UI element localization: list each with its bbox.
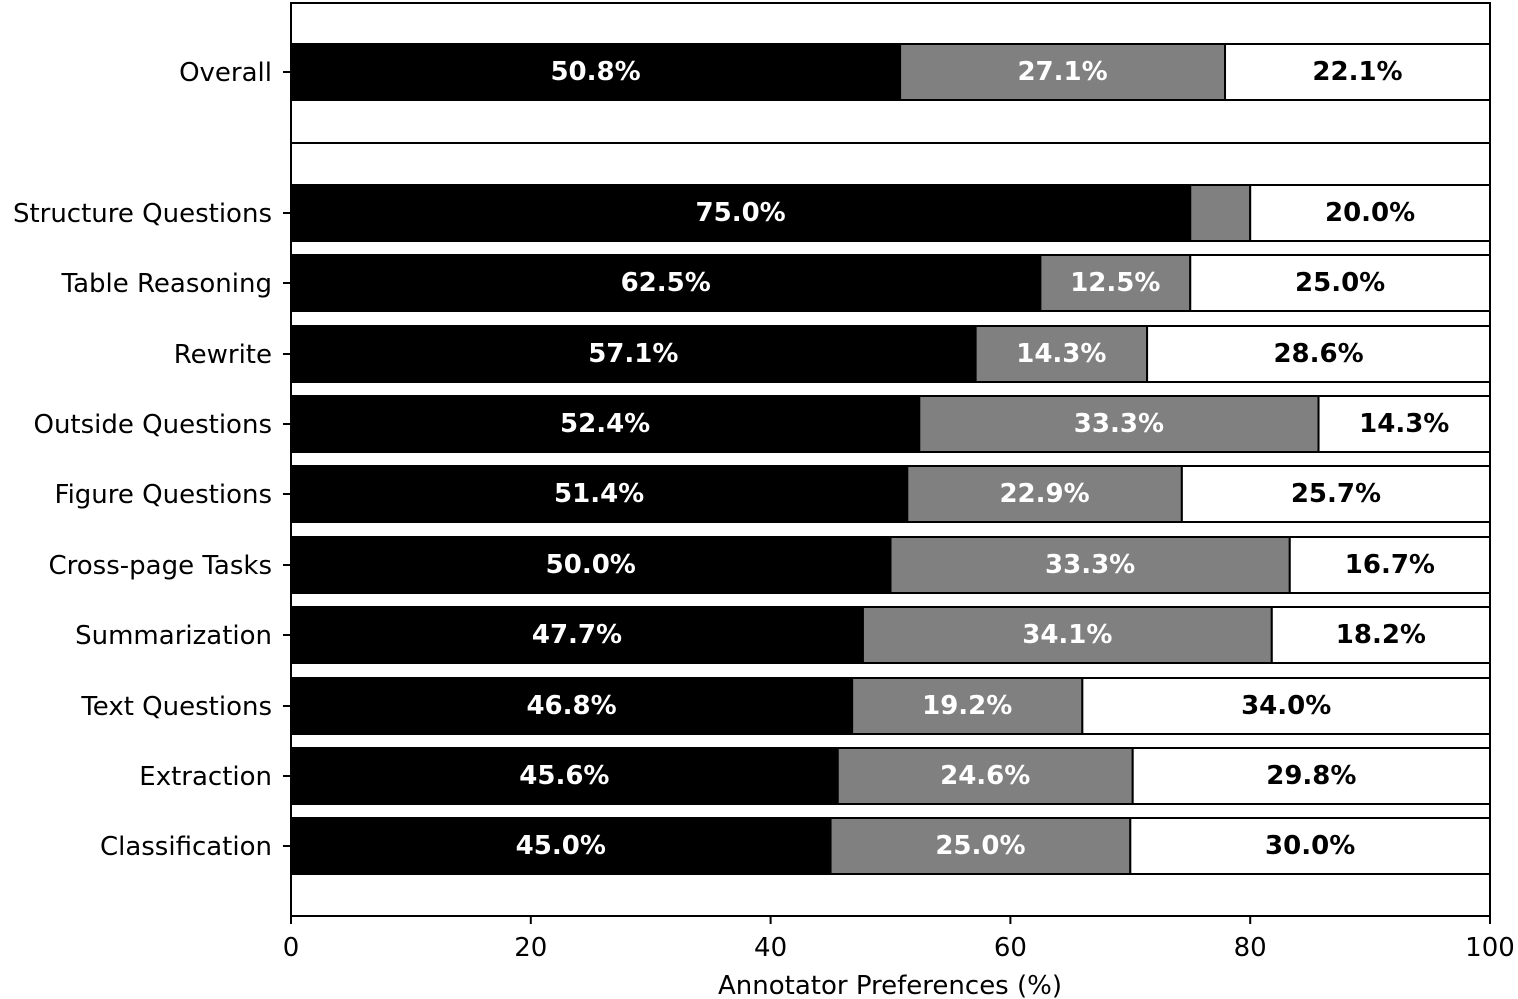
x-tick-label: 60	[994, 933, 1027, 963]
bar-segment	[1270, 606, 1491, 664]
bar-value-label: 50.0%	[546, 550, 636, 580]
plot-frame	[290, 2, 1491, 917]
bar-value-label: 22.9%	[999, 479, 1089, 509]
category-label: Structure Questions	[13, 199, 272, 229]
bar-segment	[290, 43, 902, 101]
bar-value-label: 45.0%	[516, 831, 606, 861]
bar-segment	[1288, 536, 1491, 594]
bar-value-label: 47.7%	[532, 620, 622, 650]
bar-segment	[974, 325, 1149, 383]
bar-segment	[1180, 465, 1492, 523]
bar-value-label: 45.6%	[519, 761, 609, 791]
category-label: Summarization	[75, 621, 272, 651]
x-axis-title: Annotator Preferences (%)	[718, 971, 1062, 999]
category-label: Figure Questions	[55, 480, 272, 510]
bar-value-label: 22.1%	[1312, 57, 1402, 87]
bar-value-label: 14.3%	[1016, 339, 1106, 369]
category-label: Overall	[179, 58, 272, 88]
x-tick-label: 20	[514, 933, 547, 963]
bar-segment	[1189, 254, 1491, 312]
category-label: Cross-page Tasks	[48, 551, 272, 581]
bar-segment	[290, 606, 864, 664]
bar-value-label: 25.7%	[1291, 479, 1381, 509]
bar-labels-layer: 50.8% 27.1% 22.1% 75.0% 20.0% 62.5% 12.5% 25.0%…	[516, 57, 1450, 861]
bar-value-label: 14.3%	[1359, 409, 1449, 439]
x-tick-label: 40	[754, 933, 787, 963]
category-label: Text Questions	[80, 692, 272, 722]
category-label: Table Reasoning	[61, 269, 272, 299]
bar-value-label: 27.1%	[1017, 57, 1107, 87]
bars-layer	[290, 43, 1492, 875]
bar-segment	[861, 606, 1273, 664]
bar-segment	[290, 395, 921, 453]
bar-segment	[899, 43, 1227, 101]
x-tick-label: 80	[1234, 933, 1267, 963]
bar-value-label: 25.0%	[935, 831, 1025, 861]
bar-value-label: 46.8%	[526, 691, 616, 721]
bar-segment	[1224, 43, 1491, 101]
category-label: Rewrite	[174, 340, 272, 370]
bar-segment	[918, 395, 1320, 453]
bar-value-label: 16.7%	[1345, 550, 1435, 580]
bar-value-label: 50.8%	[550, 57, 640, 87]
bar-value-label: 12.5%	[1070, 268, 1160, 298]
bar-segment	[1317, 395, 1491, 453]
category-label: Classification	[100, 832, 272, 862]
bar-segment	[836, 747, 1134, 805]
category-label: Extraction	[139, 762, 272, 792]
bar-value-label: 29.8%	[1266, 761, 1356, 791]
x-tick-label: 0	[283, 933, 300, 963]
x-tick-label: 100	[1465, 933, 1515, 963]
bar-value-label: 28.6%	[1273, 339, 1363, 369]
bar-value-label: 34.1%	[1022, 620, 1112, 650]
bar-value-label: 57.1%	[588, 339, 678, 369]
bar-segment	[906, 465, 1183, 523]
bar-value-label: 19.2%	[922, 691, 1012, 721]
category-label: Outside Questions	[33, 410, 272, 440]
bar-value-label: 34.0%	[1241, 691, 1331, 721]
bar-segment	[829, 817, 1132, 875]
bar-value-label: 25.0%	[1295, 268, 1385, 298]
bar-value-label: 75.0%	[696, 198, 786, 228]
bar-value-label: 24.6%	[940, 761, 1030, 791]
bar-segment	[290, 747, 839, 805]
bar-value-label: 62.5%	[621, 268, 711, 298]
bar-value-label: 18.2%	[1336, 620, 1426, 650]
bar-segment	[851, 677, 1084, 735]
bar-segment	[889, 536, 1291, 594]
category-axis: Overall Structure Questions Table Reasonin…	[13, 58, 291, 862]
bar-value-label: 33.3%	[1045, 550, 1135, 580]
bar-value-label: 30.0%	[1265, 831, 1355, 861]
bar-segment	[1039, 254, 1192, 312]
bar-value-label: 33.3%	[1074, 409, 1164, 439]
bar-value-label: 51.4%	[554, 479, 644, 509]
bar-value-label: 52.4%	[560, 409, 650, 439]
bar-segment	[1131, 747, 1491, 805]
bar-value-label: 20.0%	[1325, 198, 1415, 228]
bar-segment	[1189, 184, 1252, 242]
x-axis: 0 20 40 60 80 100	[283, 916, 1515, 963]
bar-segment	[1249, 184, 1491, 242]
